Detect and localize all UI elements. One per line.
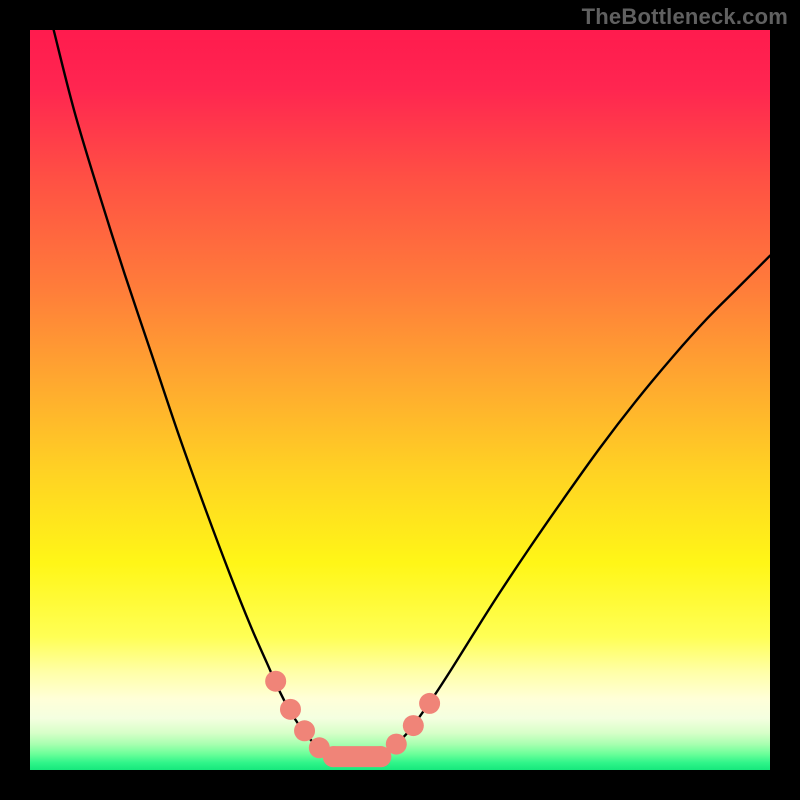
plot-area — [30, 30, 770, 770]
plot-container — [30, 30, 770, 770]
watermark-text: TheBottleneck.com — [582, 4, 788, 30]
right-curve — [381, 256, 770, 757]
left-curve — [54, 30, 334, 757]
curves-layer — [30, 30, 770, 770]
